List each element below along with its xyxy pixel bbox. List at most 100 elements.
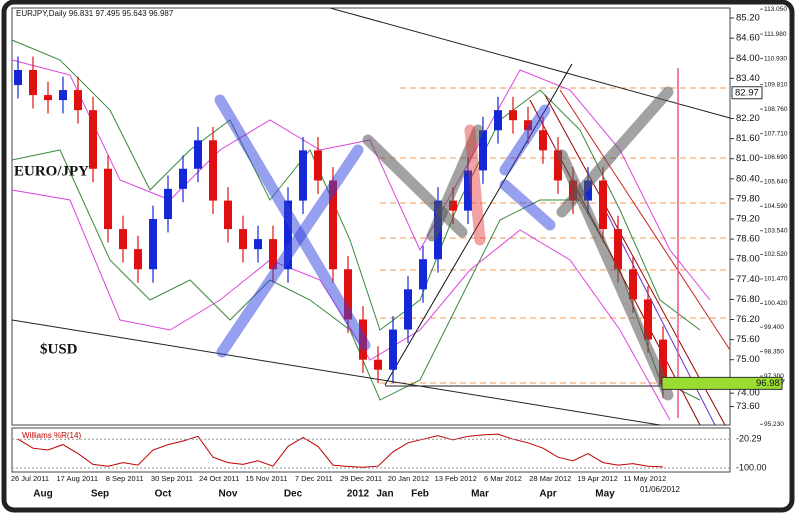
x-tick-label: 28 Mar 2012 bbox=[529, 474, 571, 483]
candle-body bbox=[59, 90, 67, 101]
month-label: Mar bbox=[471, 489, 489, 500]
y2-tick-label: 106.690 bbox=[764, 154, 788, 161]
candle-body bbox=[329, 180, 337, 270]
candle-body bbox=[179, 168, 187, 189]
candle-body bbox=[239, 229, 247, 250]
y-tick-label: 78.00 bbox=[736, 254, 760, 265]
y2-tick-label: 100.420 bbox=[764, 300, 788, 307]
y2-tick-label: 109.810 bbox=[764, 81, 788, 88]
candle-body bbox=[344, 269, 352, 320]
y2-tick-label: 110.930 bbox=[764, 55, 787, 62]
price-marker bbox=[661, 376, 783, 390]
month-label: May bbox=[595, 489, 615, 500]
x-tick-label: 26 Jul 2011 bbox=[11, 474, 49, 483]
month-label: Feb bbox=[411, 489, 429, 500]
y2-tick-label: 108.760 bbox=[764, 106, 788, 113]
candle-body bbox=[194, 140, 202, 169]
x-tick-label: 7 Dec 2011 bbox=[295, 474, 333, 483]
candle-body bbox=[539, 130, 547, 151]
month-label: Jan bbox=[376, 489, 393, 500]
x-tick-label: 19 Apr 2012 bbox=[577, 474, 617, 483]
candle-body bbox=[119, 229, 127, 250]
candle-body bbox=[614, 229, 622, 270]
candle-body bbox=[464, 170, 472, 211]
x-tick-label: 13 Feb 2012 bbox=[435, 474, 477, 483]
candle-body bbox=[449, 200, 457, 211]
indicator-line bbox=[17, 433, 664, 468]
month-label: Sep bbox=[91, 489, 109, 500]
candle-body bbox=[509, 110, 517, 121]
y2-tick-label: 99.400 bbox=[764, 324, 784, 331]
y-tick-label: 75.60 bbox=[736, 334, 760, 345]
x-tick-label: 29 Dec 2011 bbox=[340, 474, 382, 483]
y-tick-label: 82.20 bbox=[736, 113, 760, 124]
y-tick-label: 75.00 bbox=[736, 354, 760, 365]
candle-body bbox=[644, 299, 652, 340]
y-tick-label: 84.60 bbox=[736, 33, 760, 44]
month-label: Aug bbox=[33, 489, 52, 500]
y2-tick-label: 97.300 bbox=[764, 373, 784, 380]
y-tick-label: 79.20 bbox=[736, 214, 760, 225]
candle-body bbox=[149, 219, 157, 270]
y2-tick-label: 95.230 bbox=[764, 421, 784, 428]
candle-body bbox=[134, 249, 142, 270]
y2-tick-label: 101.470 bbox=[764, 276, 788, 283]
candle-body bbox=[74, 90, 82, 111]
y-tick-label: 81.00 bbox=[736, 153, 760, 164]
annotation: EURO/JPY bbox=[14, 163, 89, 179]
y2-tick-label: 103.540 bbox=[764, 227, 788, 234]
candle-body bbox=[224, 200, 232, 230]
candle-body bbox=[299, 150, 307, 201]
month-label: 2012 bbox=[347, 489, 370, 500]
price-marker-label: 96.987 bbox=[756, 378, 785, 389]
candle-body bbox=[599, 180, 607, 230]
candle-body bbox=[629, 269, 637, 300]
candle-body bbox=[404, 289, 412, 330]
candle-body bbox=[389, 329, 397, 370]
candle-body bbox=[104, 168, 112, 230]
y-tick-label: 73.60 bbox=[736, 401, 760, 412]
x-tick-label: 30 Sep 2011 bbox=[151, 474, 193, 483]
candle-body bbox=[284, 200, 292, 270]
month-label: Dec bbox=[284, 489, 303, 500]
candle-body bbox=[164, 188, 172, 220]
y2-tick-label: 104.590 bbox=[764, 203, 788, 210]
candle-body bbox=[314, 150, 322, 181]
indicator-label: -100.00 bbox=[736, 462, 767, 472]
y-tick-label: 76.20 bbox=[736, 314, 760, 325]
month-label: Oct bbox=[155, 489, 172, 500]
x-tick-label: 15 Nov 2011 bbox=[246, 474, 288, 483]
candle-body bbox=[269, 239, 277, 270]
y2-tick-label: 113.050 bbox=[764, 6, 787, 13]
overlays-front bbox=[214, 86, 674, 401]
month-label: Apr bbox=[539, 489, 556, 500]
x-tick-label: 11 May 2012 bbox=[623, 474, 666, 483]
indicator-label: -20.29 bbox=[736, 434, 762, 444]
y-tick-label: 74.00 bbox=[736, 388, 760, 399]
month-label: Nov bbox=[219, 489, 238, 500]
plot-area bbox=[11, 7, 731, 426]
candle-body bbox=[554, 150, 562, 181]
candle-body bbox=[89, 110, 97, 169]
candle-body bbox=[209, 140, 217, 201]
indicator-title: Williams %R(14) bbox=[22, 431, 81, 440]
candle-body bbox=[494, 110, 502, 131]
candle-body bbox=[479, 130, 487, 171]
candle-body bbox=[524, 120, 532, 131]
x-tick-label: 20 Jan 2012 bbox=[388, 474, 429, 483]
candle-body bbox=[44, 95, 52, 101]
month-label: 01/06/2012 bbox=[640, 485, 681, 494]
chart-title: EURJPY,Daily 96.831 97.495 95.643 96.987 bbox=[16, 9, 174, 18]
y-tick-label: 79.80 bbox=[736, 193, 760, 204]
y2-tick-label: 107.710 bbox=[764, 130, 788, 137]
y-tick-label: 78.60 bbox=[736, 234, 760, 245]
y2-tick-label: 105.640 bbox=[764, 179, 788, 186]
candle-body bbox=[419, 259, 427, 290]
x-tick-label: 17 Aug 2011 bbox=[57, 474, 99, 483]
x-tick-label: 8 Sep 2011 bbox=[106, 474, 144, 483]
price-marker-label: 82.97 bbox=[735, 87, 759, 98]
y-tick-label: 76.80 bbox=[736, 294, 760, 305]
y-tick-label: 83.40 bbox=[736, 73, 760, 84]
y-tick-label: 81.60 bbox=[736, 133, 760, 144]
